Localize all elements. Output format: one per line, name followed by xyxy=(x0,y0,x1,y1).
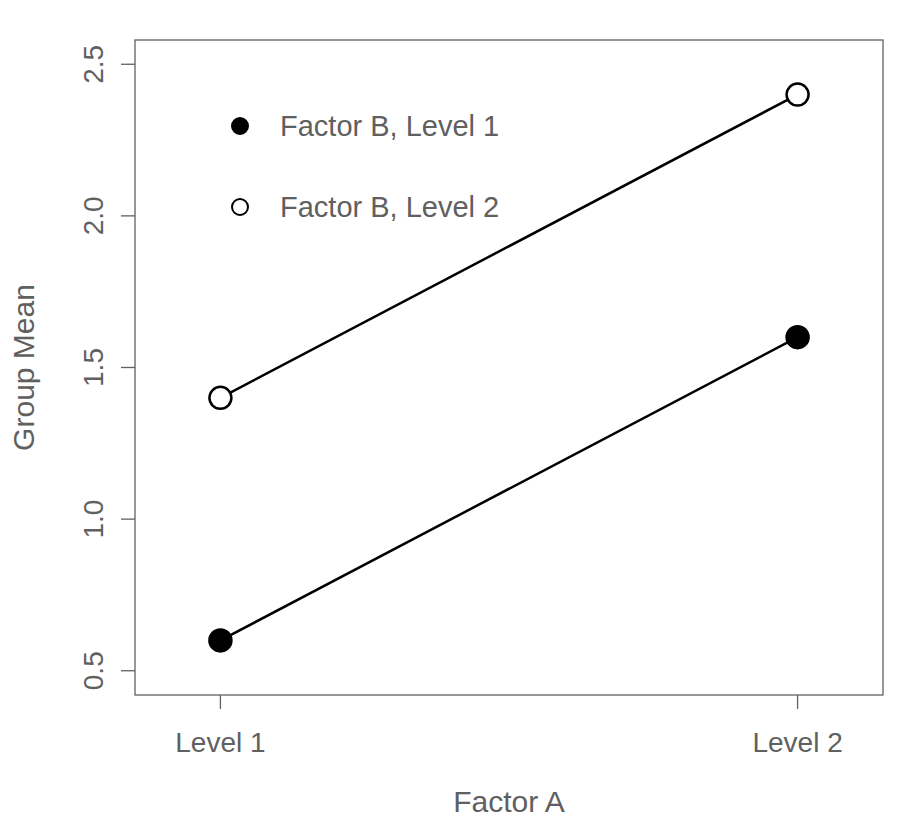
point xyxy=(209,387,231,409)
y-axis-label: Group Mean xyxy=(7,284,40,451)
y-tick xyxy=(121,215,135,216)
chart: 0.5 1.0 1.5 2.0 2.5 Level 1 Level 2 Factor A Gro… xyxy=(0,0,924,825)
y-tick xyxy=(121,367,135,368)
point xyxy=(787,326,809,348)
legend-label: Factor B, Level 2 xyxy=(280,191,499,223)
plot-frame xyxy=(135,40,883,695)
x-tick xyxy=(797,695,798,709)
series-line xyxy=(220,95,797,398)
y-tick-label: 2.5 xyxy=(78,45,109,84)
y-tick xyxy=(121,64,135,65)
x-tick xyxy=(220,695,221,709)
point xyxy=(209,629,231,651)
series-line xyxy=(220,337,797,640)
point xyxy=(787,84,809,106)
legend-label: Factor B, Level 1 xyxy=(280,110,499,142)
x-tick-label: Level 2 xyxy=(752,727,842,758)
y-tick-label: 1.5 xyxy=(78,348,109,387)
x-tick-label: Level 1 xyxy=(175,727,265,758)
y-tick xyxy=(121,518,135,519)
y-tick-label: 0.5 xyxy=(78,651,109,690)
x-axis-label: Factor A xyxy=(453,785,565,818)
legend-marker xyxy=(232,118,248,134)
y-tick-label: 2.0 xyxy=(78,196,109,235)
y-tick xyxy=(121,670,135,671)
legend-marker xyxy=(232,199,248,215)
y-tick-label: 1.0 xyxy=(78,500,109,539)
plot-area xyxy=(209,84,808,652)
